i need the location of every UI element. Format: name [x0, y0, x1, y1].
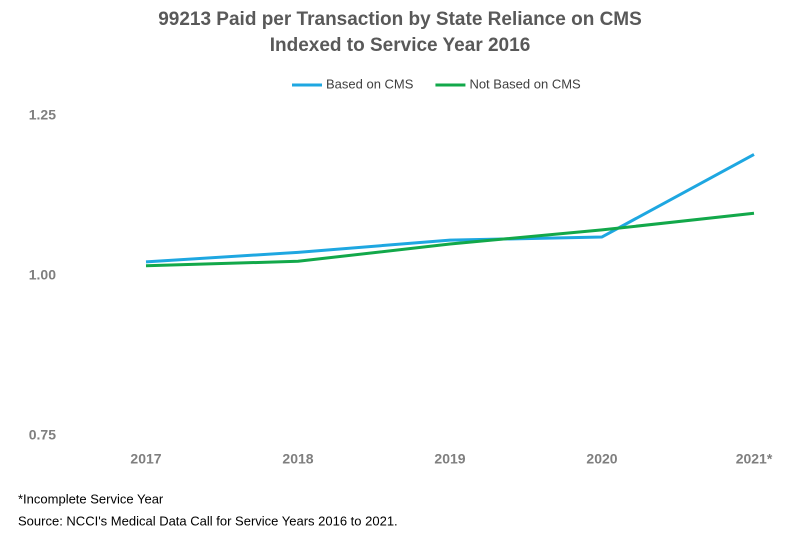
- y-tick-label: 0.75: [29, 427, 56, 443]
- footnote: *Incomplete Service Year: [18, 491, 164, 506]
- series-line: [145, 211, 755, 268]
- chart-title: 99213 Paid per Transaction by State Reli…: [158, 9, 642, 30]
- legend-label: Based on CMS: [326, 76, 414, 91]
- x-tick-label: 2019: [434, 451, 465, 467]
- x-tick-label: 2020: [586, 451, 617, 467]
- x-tick-label: 2017: [130, 451, 161, 467]
- source-note: Source: NCCI's Medical Data Call for Ser…: [18, 513, 398, 528]
- chart-subtitle: Indexed to Service Year 2016: [270, 35, 531, 56]
- legend-label: Not Based on CMS: [469, 76, 581, 91]
- x-tick-label: 2018: [282, 451, 313, 467]
- series-line: [145, 153, 755, 264]
- x-tick-label: 2021*: [736, 451, 773, 467]
- y-tick-label: 1.25: [29, 107, 56, 123]
- y-tick-label: 1.00: [29, 267, 56, 283]
